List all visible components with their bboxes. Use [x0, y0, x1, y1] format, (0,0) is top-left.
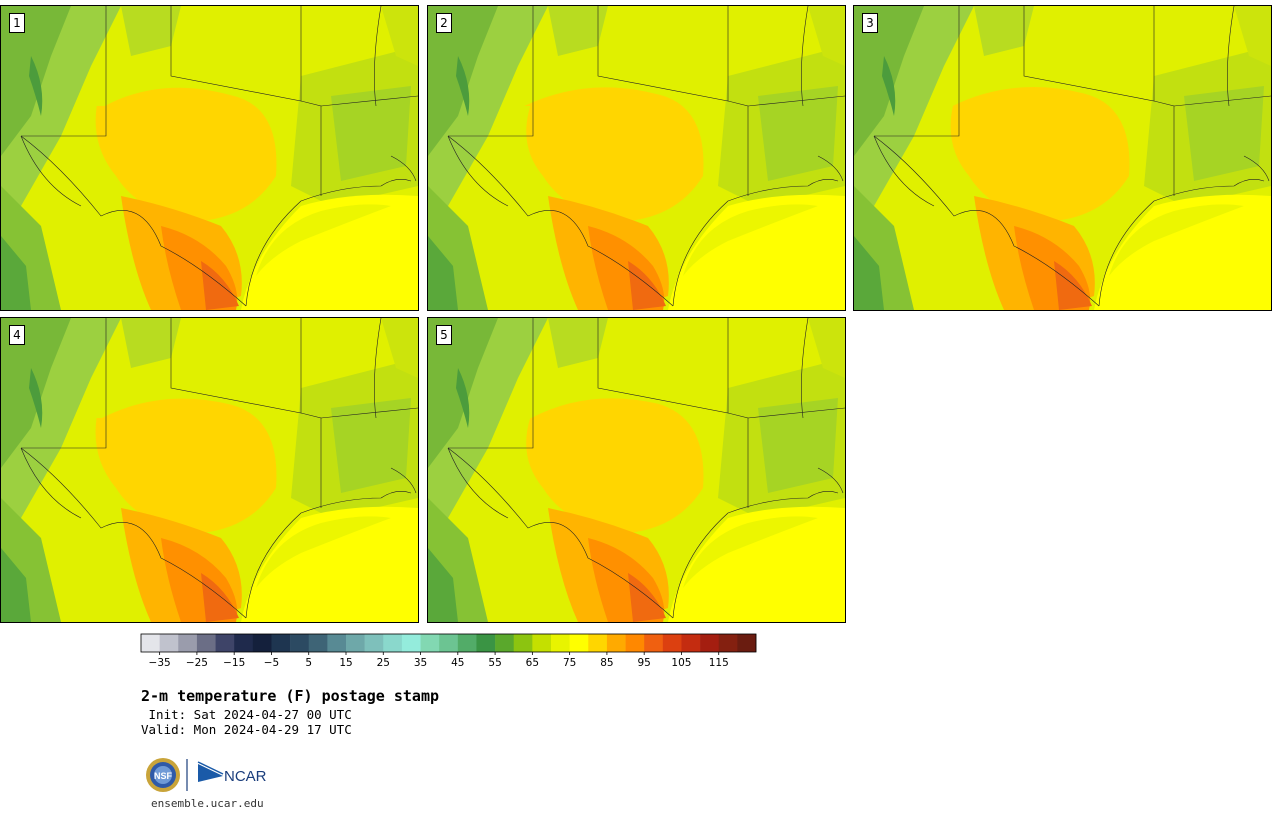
colorbar-swatch	[625, 634, 645, 652]
colorbar-tick-label: 105	[671, 657, 691, 669]
colorbar-tick-label: −25	[186, 657, 208, 669]
colorbar-swatch	[420, 634, 440, 652]
colorbar-swatch	[718, 634, 738, 652]
colorbar-tick-label: −5	[264, 657, 279, 669]
colorbar-swatch	[513, 634, 533, 652]
colorbar-swatch	[178, 634, 198, 652]
forecast-map-panel: 3	[853, 5, 1272, 311]
valid-time: Valid: Mon 2024-04-29 17 UTC	[141, 722, 352, 737]
colorbar-swatch	[569, 634, 589, 652]
nsf-seal-icon: NSF	[146, 758, 180, 792]
colorbar-swatch	[439, 634, 459, 652]
init-time: Init: Sat 2024-04-27 00 UTC	[141, 707, 352, 722]
colorbar-swatch	[327, 634, 347, 652]
colorbar-swatch	[737, 634, 757, 652]
panel-number-label: 5	[436, 325, 452, 345]
colorbar-tick-label: 95	[637, 657, 650, 669]
colorbar-swatch	[141, 634, 160, 652]
colorbar-swatch	[551, 634, 570, 652]
colorbar-swatch	[588, 634, 608, 652]
colorbar-swatch	[662, 634, 682, 652]
temperature-field-map	[428, 6, 845, 310]
colorbar-tick-label: 85	[600, 657, 613, 669]
temperature-field-map	[854, 6, 1271, 310]
colorbar-swatch	[215, 634, 235, 652]
colorbar-swatch	[495, 634, 515, 652]
colorbar-swatch	[364, 634, 384, 652]
ncar-logo-icon: NCAR	[197, 761, 267, 785]
nsf-text: NSF	[154, 771, 173, 781]
panel-number-label: 3	[862, 13, 878, 33]
colorbar-swatch	[308, 634, 328, 652]
temperature-field-map	[1, 318, 418, 622]
temperature-colorbar: −35 −25 −15 −5 5 15 25 35 45 55 65 75 85 95 105 115	[140, 633, 757, 669]
colorbar-swatch	[606, 634, 626, 652]
temperature-field-map	[428, 318, 845, 622]
colorbar-swatch	[401, 634, 421, 652]
colorbar-swatch	[383, 634, 403, 652]
panel-number-label: 4	[9, 325, 25, 345]
colorbar-tick-label: 45	[451, 657, 464, 669]
colorbar-tick-label: 55	[488, 657, 501, 669]
forecast-map-panel: 5	[427, 317, 846, 623]
colorbar-swatch	[290, 634, 310, 652]
colorbar-swatch	[681, 634, 701, 652]
colorbar-swatch	[271, 634, 291, 652]
colorbar-tick-label: −15	[223, 657, 245, 669]
colorbar-tick-label: 75	[563, 657, 576, 669]
site-url: ensemble.ucar.edu	[151, 797, 264, 810]
panel-number-label: 1	[9, 13, 25, 33]
colorbar-swatch	[252, 634, 272, 652]
colorbar-tick-label: 35	[414, 657, 427, 669]
nsf-ncar-logo: NSF NCAR	[146, 758, 267, 792]
colorbar-swatch	[196, 634, 216, 652]
panel-number-label: 2	[436, 13, 452, 33]
temperature-field-map	[1, 6, 418, 310]
forecast-map-panel: 2	[427, 5, 846, 311]
colorbar-swatch	[346, 634, 365, 652]
ncar-text: NCAR	[224, 768, 267, 785]
colorbar-tick-label: 5	[305, 657, 312, 669]
colorbar-tick-label: −35	[149, 657, 171, 669]
colorbar-swatch	[457, 634, 477, 652]
forecast-map-panel: 4	[0, 317, 419, 623]
colorbar-swatch	[476, 634, 496, 652]
colorbar-tick-label: 25	[377, 657, 390, 669]
colorbar-tick-label: 65	[526, 657, 539, 669]
colorbar-tick-label: 115	[709, 657, 729, 669]
colorbar-swatch	[532, 634, 552, 652]
colorbar-tick-label: 15	[339, 657, 352, 669]
plot-title: 2-m temperature (F) postage stamp	[141, 687, 440, 705]
colorbar-swatch	[700, 634, 720, 652]
forecast-map-panel: 1	[0, 5, 419, 311]
colorbar-swatch	[644, 634, 664, 652]
colorbar-swatch	[234, 634, 254, 652]
colorbar-swatch	[159, 634, 179, 652]
